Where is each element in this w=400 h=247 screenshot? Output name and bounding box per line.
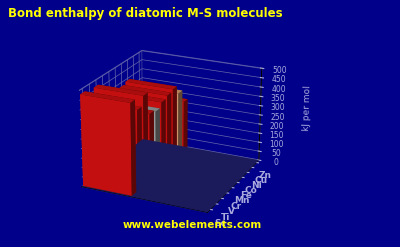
Text: Bond enthalpy of diatomic M-S molecules: Bond enthalpy of diatomic M-S molecules	[8, 7, 283, 21]
Text: www.webelements.com: www.webelements.com	[122, 220, 262, 230]
